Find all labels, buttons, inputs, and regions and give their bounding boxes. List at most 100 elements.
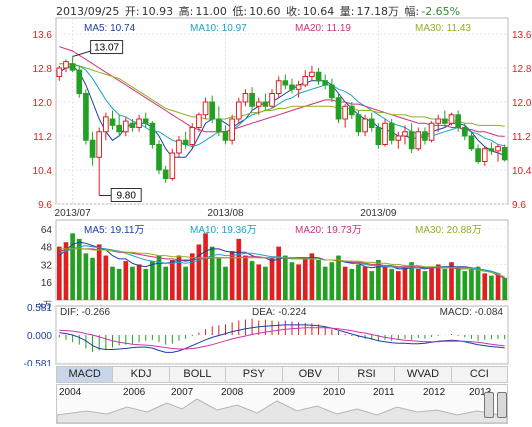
price-y-tick-right: 11.2 bbox=[512, 132, 531, 143]
volume-bar bbox=[189, 253, 195, 300]
price-ma-label: MA20: 11.19 bbox=[295, 23, 351, 34]
candle-body bbox=[322, 80, 329, 86]
candle-body bbox=[136, 118, 142, 128]
candle-body bbox=[162, 169, 169, 179]
candle-body bbox=[461, 127, 468, 137]
candle-body bbox=[375, 127, 382, 145]
tab-boll[interactable]: BOLL bbox=[170, 367, 227, 382]
volume-bar bbox=[163, 266, 169, 300]
candle-body bbox=[156, 144, 162, 171]
price-ma-label: MA10: 10.97 bbox=[190, 23, 247, 34]
volume-bar bbox=[382, 266, 388, 300]
candle-body bbox=[89, 139, 96, 158]
close-label: 收: bbox=[286, 5, 301, 18]
tab-cci[interactable]: CCI bbox=[469, 368, 489, 380]
volume-bar bbox=[56, 246, 62, 300]
candle-body bbox=[255, 101, 262, 107]
volume-bar bbox=[475, 266, 481, 300]
volume-y-tick: 48 bbox=[41, 243, 53, 254]
volume-ma-label: MA5: 19.11万 bbox=[84, 225, 144, 236]
volume-bar bbox=[482, 273, 488, 300]
volume-bar bbox=[302, 257, 308, 300]
max-marker-line bbox=[72, 50, 93, 58]
volume-bar bbox=[336, 255, 341, 300]
timeline-year: 2011 bbox=[373, 387, 395, 398]
timeline-navigator[interactable]: 2004 2006 2007 2008 2009 2010 2011 2012 … bbox=[56, 384, 508, 424]
tab-wvad[interactable]: WVAD bbox=[395, 367, 452, 382]
volume-bar bbox=[196, 244, 202, 300]
candle-body bbox=[122, 120, 129, 133]
candle-body bbox=[222, 131, 229, 141]
price-ma30-line bbox=[59, 63, 505, 127]
stock-chart[interactable]: 13.6 13.6 12.8 12.8 12.0 12.0 11.2 11.2 10.4 10.4… bbox=[0, 0, 532, 366]
quote-header: 2013/09/25 开: 10.93 高: 11.00 低: 10.60 收: 10.… bbox=[56, 3, 462, 18]
volume-bar bbox=[143, 268, 149, 300]
candle-body bbox=[495, 146, 501, 152]
volume-bar bbox=[282, 255, 288, 300]
timeline-left-handle[interactable] bbox=[484, 392, 494, 418]
volume-bar bbox=[502, 277, 508, 300]
candle-body bbox=[335, 97, 342, 120]
candle-body bbox=[448, 114, 455, 124]
candle-body bbox=[422, 131, 428, 141]
volume-bar bbox=[63, 242, 69, 300]
price-y-tick-left: 10.4 bbox=[33, 166, 53, 177]
volume-unit-label: x万 bbox=[38, 300, 52, 310]
volume-bar bbox=[236, 238, 242, 300]
volume-bar bbox=[123, 261, 129, 300]
volume-bar bbox=[329, 262, 335, 300]
volume-bar bbox=[389, 268, 395, 300]
timeline-right-handle[interactable] bbox=[497, 392, 507, 418]
candle-body bbox=[481, 148, 488, 162]
change-value: -2.65% bbox=[421, 5, 461, 18]
volume-bar bbox=[216, 257, 222, 300]
candle-body bbox=[501, 146, 508, 161]
volume-bar bbox=[156, 255, 162, 300]
tab-kdj[interactable]: KDJ bbox=[113, 367, 170, 382]
volume-bar bbox=[76, 238, 82, 300]
dif-label: DIF: -0.266 bbox=[60, 307, 110, 318]
price-y-tick-left: 13.6 bbox=[33, 30, 53, 41]
candle-body bbox=[368, 118, 375, 128]
tab-rsi[interactable]: RSI bbox=[339, 367, 396, 382]
candle-body bbox=[196, 114, 202, 128]
candle-body bbox=[83, 93, 89, 141]
macd-y-tick: -0.581 bbox=[24, 359, 53, 366]
price-x-tick: 2013/07 bbox=[55, 208, 92, 219]
close-value: 10.64 bbox=[302, 5, 335, 18]
price-y-tick-right: 9.6 bbox=[512, 200, 526, 211]
candle-body bbox=[229, 118, 235, 141]
volume-bar bbox=[422, 271, 428, 300]
candle-body bbox=[176, 139, 182, 154]
candle-body bbox=[76, 69, 83, 94]
candle-body bbox=[289, 84, 295, 90]
open-value: 10.93 bbox=[141, 5, 174, 18]
candle-body bbox=[468, 135, 475, 150]
volume-bar bbox=[223, 266, 228, 300]
volume-bar bbox=[169, 260, 175, 300]
volume-ma-label: MA10: 19.36万 bbox=[190, 225, 257, 236]
volume-bar bbox=[415, 268, 421, 300]
timeline-year: 2012 bbox=[423, 387, 446, 398]
candle-body bbox=[282, 80, 289, 86]
volume-bar bbox=[110, 266, 115, 300]
max-marker-box bbox=[90, 40, 124, 55]
max-marker-label: 13.07 bbox=[94, 43, 119, 54]
candle-body bbox=[302, 76, 309, 86]
tab-obv[interactable]: OBV bbox=[283, 367, 339, 382]
volume-ma-label: MA30: 20.88万 bbox=[415, 225, 482, 236]
candle-body bbox=[209, 101, 216, 120]
volume-y-tick: 64 bbox=[41, 225, 53, 236]
candle-body bbox=[109, 118, 116, 126]
timeline-year: 2010 bbox=[323, 387, 346, 398]
timeline-year: 2008 bbox=[221, 387, 244, 398]
candle-body bbox=[442, 118, 448, 124]
candle-body bbox=[362, 118, 368, 133]
volume-bar bbox=[269, 257, 275, 300]
candle-body bbox=[269, 93, 275, 107]
candle-body bbox=[129, 122, 136, 128]
volume-bar bbox=[263, 266, 268, 300]
tab-macd[interactable]: MACD bbox=[57, 367, 114, 382]
high-value: 11.00 bbox=[195, 5, 227, 18]
tab-psy[interactable]: PSY bbox=[226, 367, 283, 382]
